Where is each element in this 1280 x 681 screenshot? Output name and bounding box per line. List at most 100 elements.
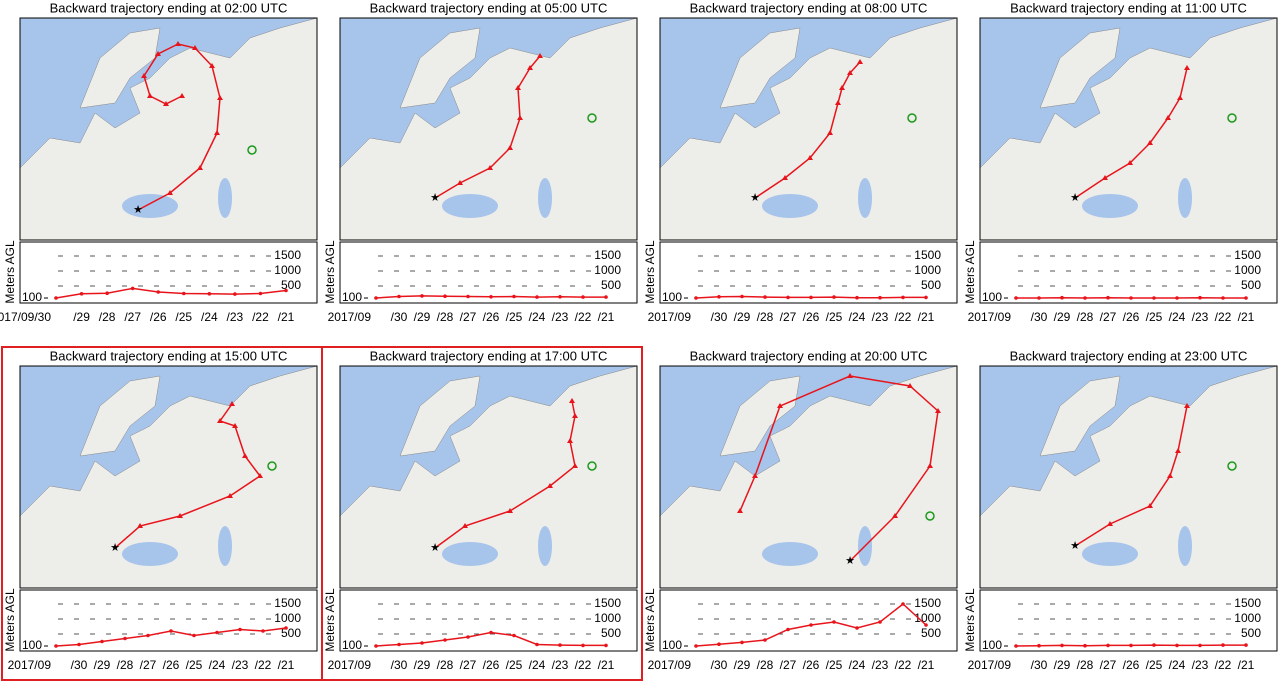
- profile-point: [901, 602, 905, 606]
- profile-frame: [19, 241, 318, 304]
- x-tick-label: /29: [734, 658, 751, 672]
- x-tick-label: 2017/09: [648, 310, 692, 324]
- x-tick-label: /29: [414, 310, 431, 324]
- trajectory-marker: [1165, 115, 1171, 120]
- trajectory: [434, 55, 541, 199]
- x-tick-label: /22: [895, 658, 912, 672]
- map-sea: [538, 526, 552, 566]
- profile-point: [79, 292, 84, 296]
- profile-point: [581, 643, 585, 648]
- trajectory-marker: [214, 130, 220, 135]
- receptor-circle: [267, 461, 277, 471]
- profile-point: [1175, 296, 1179, 300]
- x-tick-label: /30: [1031, 310, 1048, 324]
- profile-point: [233, 292, 237, 296]
- profile-point: [878, 620, 882, 624]
- trajectory-marker: [217, 95, 223, 100]
- profile-point: [740, 294, 744, 299]
- trajectory-marker: [839, 85, 845, 90]
- trajectory-marker: [147, 93, 153, 98]
- trajectory-marker: [227, 493, 233, 498]
- trajectory-marker: [1184, 65, 1190, 70]
- x-tick-label: /25: [826, 658, 843, 672]
- map-sea: [442, 194, 498, 218]
- y-tick-label: 1500: [914, 596, 941, 610]
- y-axis-label: Meters AGL: [323, 240, 337, 304]
- x-tick-label: /21: [278, 658, 295, 672]
- trajectory: [754, 61, 861, 199]
- map-sea: [858, 178, 872, 218]
- y-tick-label: 500: [601, 626, 621, 640]
- x-tick-label: /25: [175, 310, 192, 324]
- y-tick-label: 1000: [914, 263, 941, 277]
- map-land: [399, 27, 481, 109]
- trajectory-marker: [1175, 448, 1181, 453]
- map-sea: [538, 178, 552, 218]
- trajectory-marker: [179, 93, 185, 98]
- x-tick-label: /27: [780, 310, 797, 324]
- profile-point: [489, 295, 493, 299]
- x-tick-label: 2017/09: [328, 310, 372, 324]
- x-tick-label: /23: [1192, 658, 1209, 672]
- profile-point: [1221, 296, 1225, 300]
- trajectory-marker: [807, 155, 813, 160]
- x-tick-label: /26: [483, 310, 500, 324]
- profile-point: [1244, 643, 1248, 647]
- trajectory-marker: [192, 45, 198, 50]
- map-land: [1039, 375, 1121, 457]
- y-tick-label: 1000: [1234, 611, 1261, 625]
- x-tick-label: /29: [73, 310, 90, 324]
- trajectory-marker: [457, 180, 463, 185]
- x-tick-label: /27: [1100, 310, 1117, 324]
- map-frame: [659, 365, 958, 589]
- y-axis-label: Meters AGL: [3, 588, 17, 652]
- profile-point: [466, 294, 470, 299]
- trajectory-marker: [507, 508, 513, 513]
- profile-point: [878, 295, 882, 300]
- x-tick-label: /27: [460, 658, 477, 672]
- x-tick-label: /30: [711, 658, 728, 672]
- trajectory-marker: [857, 59, 863, 64]
- panel: Backward trajectory ending at 08:00 UTC ★…: [643, 0, 958, 324]
- profile-point: [558, 643, 562, 647]
- start-star: ★: [750, 192, 760, 204]
- panel: Backward trajectory ending at 23:00 UTC ★…: [963, 348, 1278, 672]
- map-land: [719, 27, 801, 109]
- y-tick-label: 100: [22, 638, 42, 652]
- y-tick-label: 100: [22, 290, 42, 304]
- profile-point: [1198, 295, 1202, 300]
- x-tick-label: /25: [826, 310, 843, 324]
- trajectory-marker: [229, 401, 235, 406]
- trajectory-marker: [197, 165, 203, 170]
- start-star: ★: [110, 542, 120, 554]
- panel-title: Backward trajectory ending at 08:00 UTC: [690, 0, 928, 15]
- trajectory-marker: [155, 51, 161, 56]
- x-tick-label: /22: [575, 310, 592, 324]
- profile-point: [1152, 296, 1156, 300]
- profile-point: [374, 296, 378, 300]
- x-tick-label: /21: [918, 658, 935, 672]
- profile-point: [261, 629, 265, 633]
- y-tick-label: 1500: [1234, 596, 1261, 610]
- profile-point: [535, 642, 539, 647]
- profile-point: [694, 296, 698, 300]
- profile-point: [694, 644, 698, 648]
- y-axis-label: Meters AGL: [3, 240, 17, 304]
- x-tick-label: /24: [849, 310, 866, 324]
- y-tick-label: 500: [1241, 278, 1261, 292]
- map-land: [79, 27, 161, 109]
- profile-point: [284, 288, 288, 293]
- trajectory-marker: [527, 65, 533, 70]
- trajectory-marker: [572, 413, 578, 418]
- profile-point: [1129, 643, 1133, 648]
- x-tick-label: /27: [140, 658, 157, 672]
- profile-point: [105, 291, 109, 296]
- x-tick-label: 2017/09: [8, 658, 52, 672]
- profile-frame: [979, 241, 1278, 304]
- y-axis-label: Meters AGL: [963, 240, 977, 304]
- profile-point: [740, 640, 744, 645]
- map-sea: [1082, 194, 1138, 218]
- x-tick-label: /25: [1146, 310, 1163, 324]
- trajectory-marker: [569, 398, 575, 403]
- profile-point: [156, 290, 161, 294]
